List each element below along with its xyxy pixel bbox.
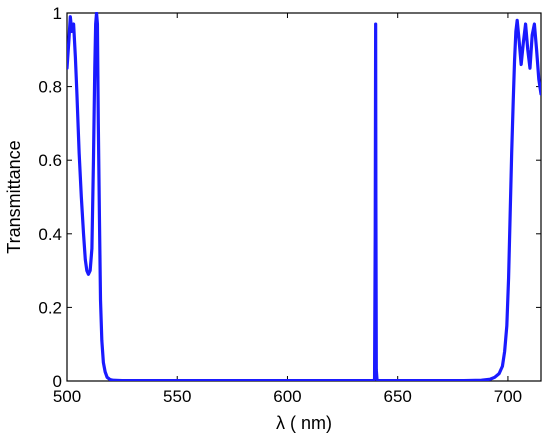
y-axis-title: Transmittance <box>4 140 24 253</box>
curve-layer <box>67 12 541 381</box>
x-tick-label: 500 <box>53 387 81 406</box>
y-tick-label: 0 <box>53 372 62 391</box>
x-tick-label: 650 <box>384 387 412 406</box>
x-axis-tick-labels: 500 550 600 650 700 <box>53 387 522 406</box>
x-axis-title: λ ( nm) <box>276 413 332 433</box>
plot-frame <box>66 12 542 382</box>
y-tick-label: 1 <box>53 4 62 23</box>
plot-area <box>66 12 542 382</box>
transmittance-line <box>67 12 541 381</box>
y-tick-label: 0.2 <box>38 298 62 317</box>
tick-marks <box>66 12 541 382</box>
y-axis-tick-labels: 0 0.2 0.4 0.6 0.8 1 <box>38 4 62 391</box>
y-tick-label: 0.4 <box>38 225 62 244</box>
y-tick-label: 0.8 <box>38 78 62 97</box>
y-tick-label: 0.6 <box>38 151 62 170</box>
x-tick-label: 600 <box>273 387 301 406</box>
x-tick-label: 700 <box>494 387 522 406</box>
series-0-group <box>67 12 541 381</box>
x-tick-label: 550 <box>163 387 191 406</box>
